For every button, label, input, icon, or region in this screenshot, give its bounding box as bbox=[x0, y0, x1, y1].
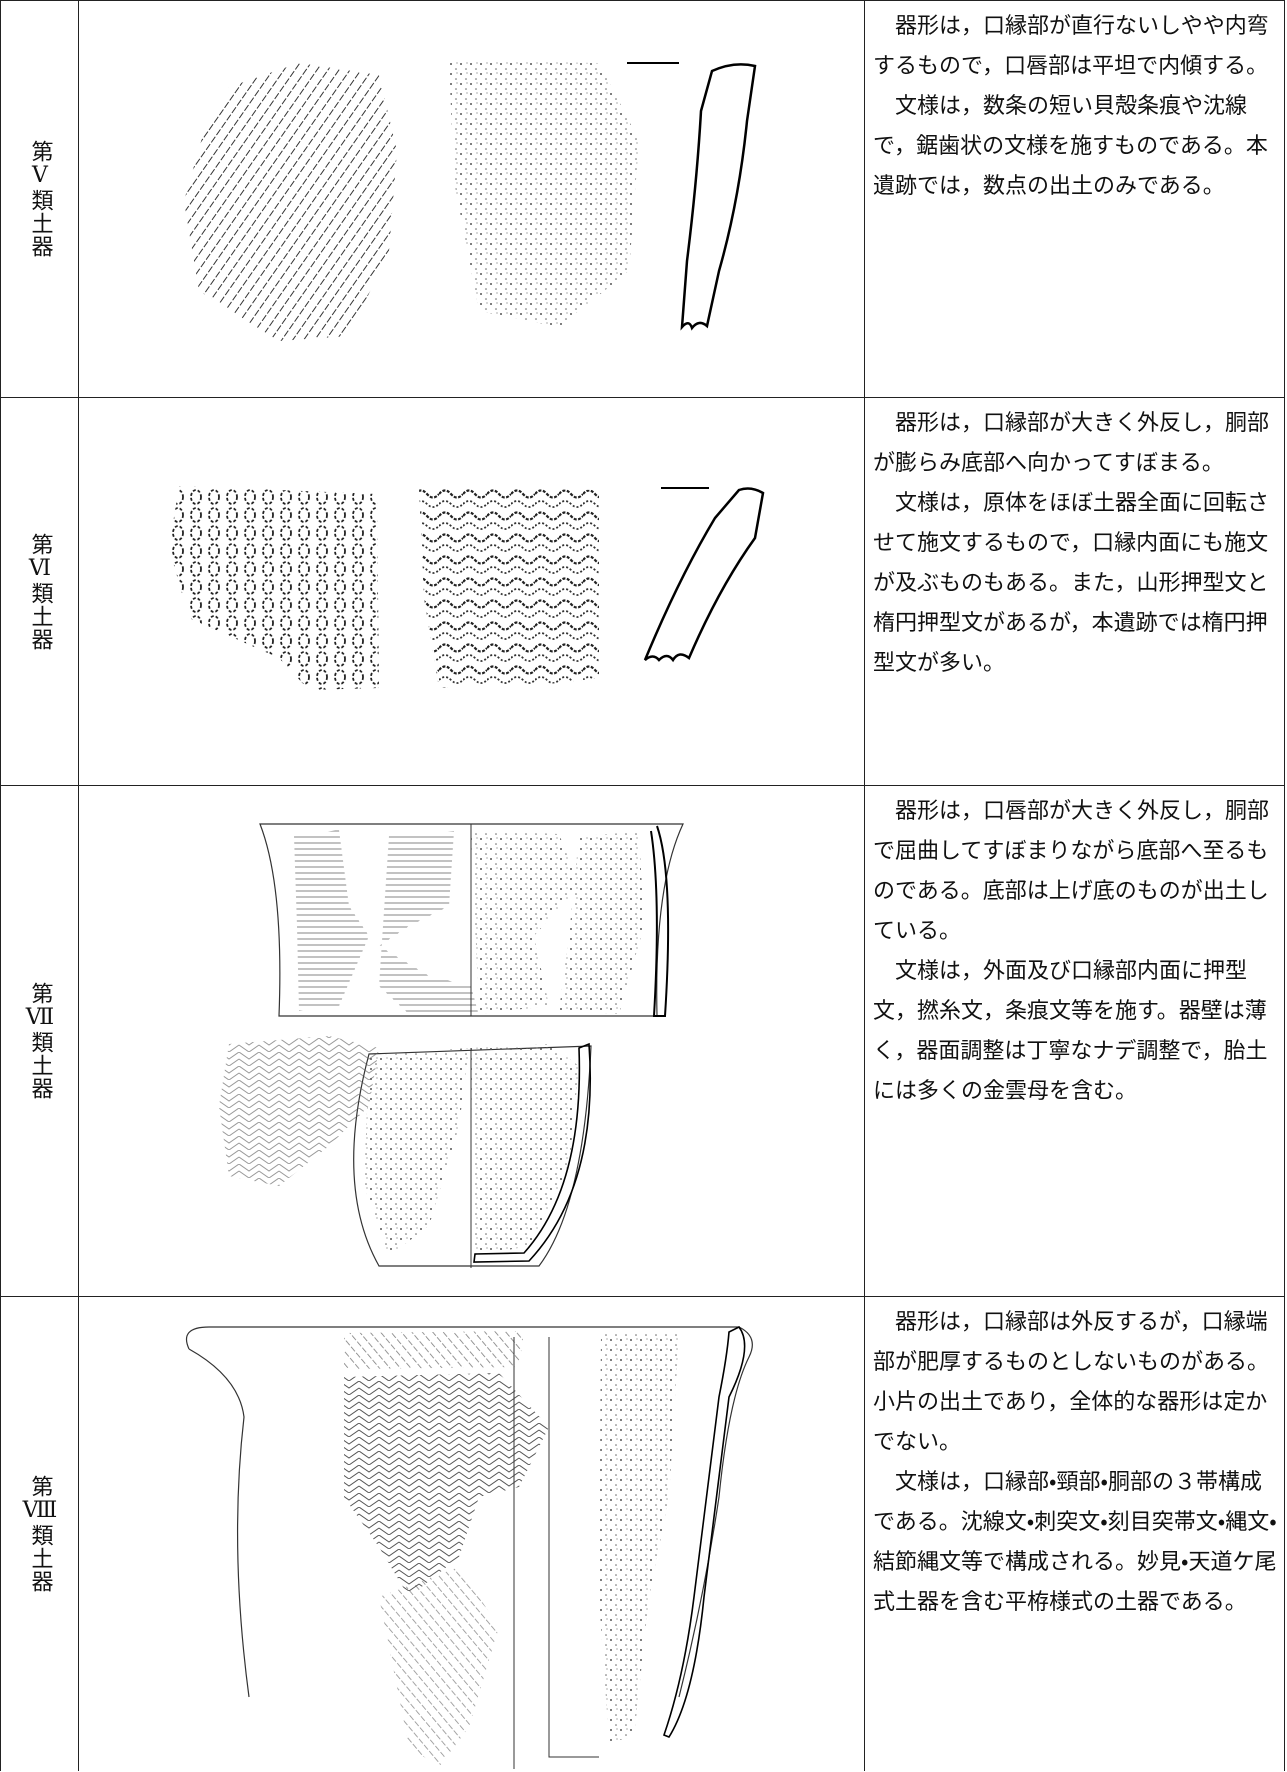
description-cell: 器形は，口縁部が大きく外反し，胴部が膨らみ底部へ向かってすぼまる。 文様は，原体… bbox=[865, 398, 1285, 785]
paragraph: 器形は，口唇部が大きく外反し，胴部で屈曲してすぼまりながら底部へ至るものである。… bbox=[873, 799, 1270, 944]
row-label-cell: 第Ⅴ類土器 bbox=[0, 1, 79, 397]
row-label: 第Ⅷ類土器 bbox=[27, 1475, 53, 1593]
paragraph: 文様は，原体をほぼ土器全面に回転させて施文するもので，口縁内面にも施文が及ぶもの… bbox=[873, 491, 1270, 676]
paragraph: 文様は，外面及び口縁部内面に押型文，撚糸文，条痕文等を施す。器壁は薄く，器面調整… bbox=[873, 959, 1268, 1104]
description-cell: 器形は，口唇部が大きく外反し，胴部で屈曲してすぼまりながら底部へ至るものである。… bbox=[865, 786, 1285, 1296]
pottery-illustration bbox=[184, 61, 757, 341]
paragraph: 器形は，口縁部が大きく外反し，胴部が膨らみ底部へ向かってすぼまる。 bbox=[873, 411, 1270, 476]
table-row: 第Ⅷ類土器 器形は，口縁部は外反するが，口縁端部が肥厚するものとしないものがある… bbox=[0, 1296, 1285, 1771]
paragraph: 器形は，口縁部が直行ないしやや内弯するもので，口唇部は平坦で内傾する。 bbox=[873, 14, 1269, 79]
row-label: 第Ⅴ類土器 bbox=[27, 140, 53, 258]
description-cell: 器形は，口縁部が直行ないしやや内弯するもので，口唇部は平坦で内傾する。 文様は，… bbox=[865, 1, 1285, 397]
row-label-cell: 第Ⅶ類土器 bbox=[0, 786, 79, 1296]
pottery-illustration bbox=[219, 823, 684, 1268]
pottery-illustration bbox=[185, 1325, 753, 1769]
table-row: 第Ⅵ類土器 器形は，口縁部が大きく外反し，胴部が膨らみ底部へ向かってすぼまる。 … bbox=[0, 397, 1285, 785]
figure-cell bbox=[79, 398, 865, 785]
figure-cell bbox=[79, 1, 865, 397]
row-label-cell: 第Ⅷ類土器 bbox=[0, 1297, 79, 1771]
row-label-cell: 第Ⅵ類土器 bbox=[0, 398, 79, 785]
table-row: 第Ⅴ類土器 器形は，口縁部が直行ないしやや内弯するもので，口唇部は平坦で内傾する… bbox=[0, 0, 1285, 397]
paragraph: 文様は，口縁部・頸部・胴部の３帯構成である。沈線文・刺突文・刻目突帯文・縄文・結… bbox=[873, 1470, 1277, 1615]
paragraph: 文様は，数条の短い貝殻条痕や沈線で，鋸歯状の文様を施すものである。本遺跡では，数… bbox=[873, 94, 1268, 199]
figure-cell bbox=[79, 786, 865, 1296]
description-cell: 器形は，口縁部は外反するが，口縁端部が肥厚するものとしないものがある。小片の出土… bbox=[865, 1297, 1285, 1771]
figure-cell bbox=[79, 1297, 865, 1771]
row-label: 第Ⅶ類土器 bbox=[27, 982, 53, 1100]
pottery-illustration bbox=[169, 486, 765, 690]
row-label: 第Ⅵ類土器 bbox=[27, 532, 53, 651]
table-row: 第Ⅶ類土器 器形は，口唇部が大きく外反し，胴部で屈曲してすぼまりながら底部へ至る… bbox=[0, 785, 1285, 1296]
paragraph: 器形は，口縁部は外反するが，口縁端部が肥厚するものとしないものがある。小片の出土… bbox=[873, 1310, 1270, 1455]
